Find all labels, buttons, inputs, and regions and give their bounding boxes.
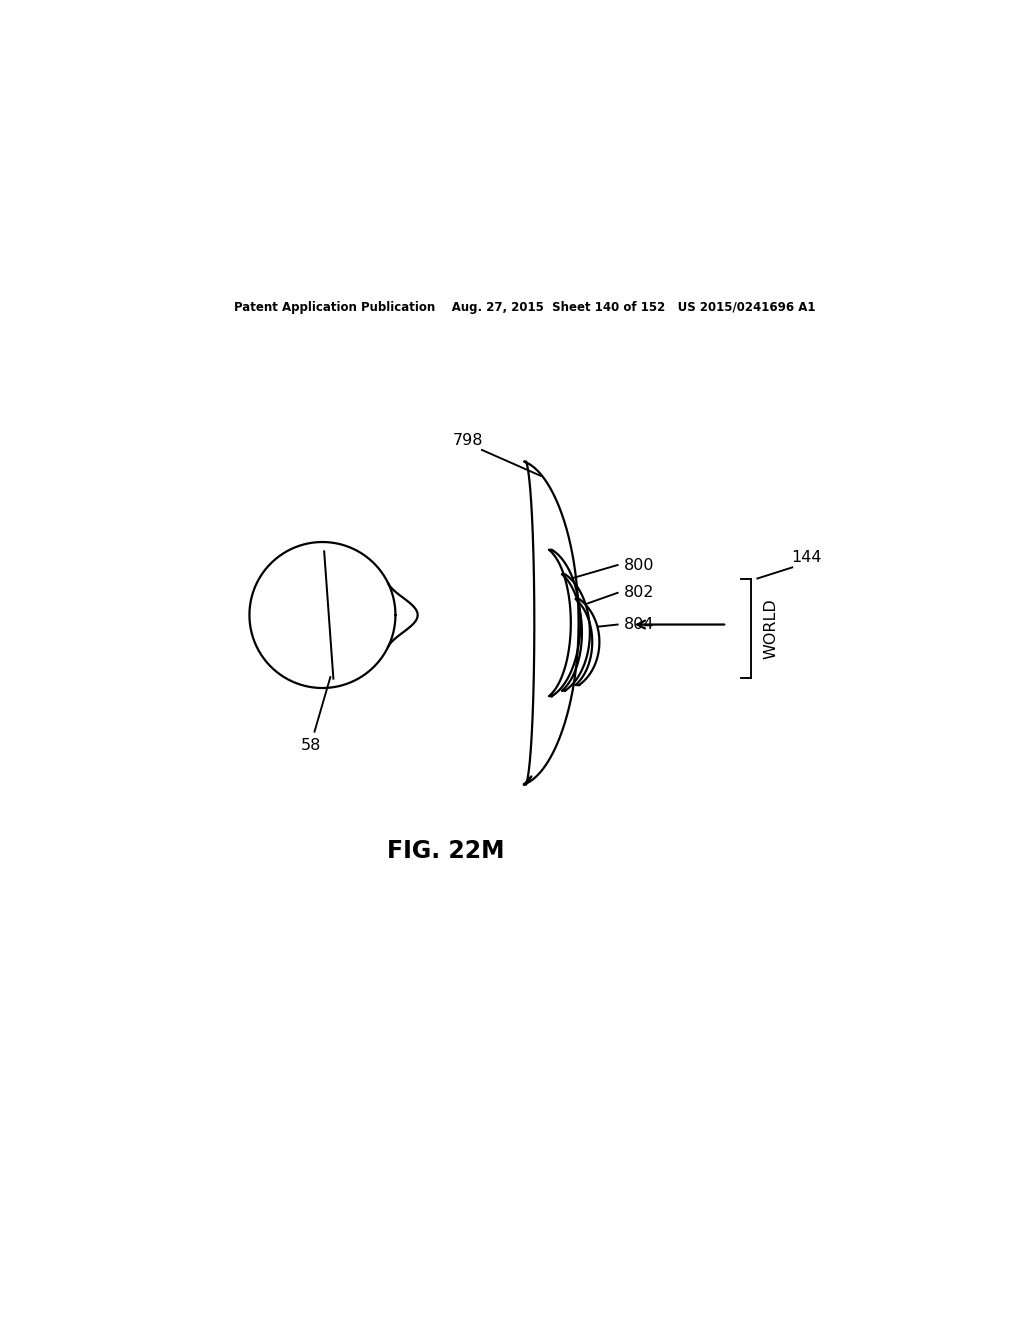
Text: 144: 144: [792, 550, 822, 565]
Text: 802: 802: [624, 585, 654, 601]
Text: FIG. 22M: FIG. 22M: [387, 838, 504, 863]
Text: Patent Application Publication    Aug. 27, 2015  Sheet 140 of 152   US 2015/0241: Patent Application Publication Aug. 27, …: [234, 301, 815, 314]
Text: WORLD: WORLD: [763, 598, 778, 659]
Text: 804: 804: [624, 616, 654, 632]
Text: 58: 58: [300, 738, 321, 754]
Text: 798: 798: [453, 433, 483, 447]
Text: 800: 800: [624, 557, 654, 573]
